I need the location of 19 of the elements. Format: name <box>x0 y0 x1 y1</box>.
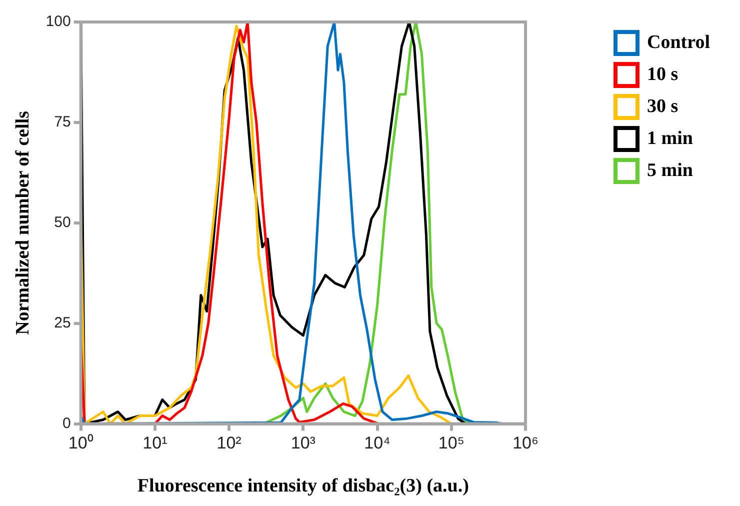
legend-label: 5 min <box>647 160 694 181</box>
x-tick-label: 10¹ <box>142 434 168 453</box>
y-tick-label: 25 <box>54 314 71 332</box>
x-tick-label: 10⁵ <box>438 434 464 453</box>
legend-label: 10 s <box>647 64 678 85</box>
legend-label: 1 min <box>647 128 694 149</box>
y-tick-label: 75 <box>54 114 71 131</box>
x-tick-label: 10⁴ <box>364 434 390 453</box>
y-tick-label: 0 <box>62 414 71 432</box>
x-tick-label: 10⁰ <box>68 434 94 453</box>
x-tick-label: 10³ <box>290 434 316 453</box>
x-tick-label: 10⁶ <box>512 434 538 453</box>
y-tick-label: 100 <box>46 13 71 30</box>
x-axis-title: Fluorescence intensity of disbac₂(3) (a.u.) <box>137 476 469 497</box>
legend-label: Control <box>647 32 710 53</box>
y-tick-label: 50 <box>54 214 71 232</box>
x-tick-label: 10² <box>216 434 242 453</box>
y-axis-title: Normalized number of cells <box>12 110 34 335</box>
legend-label: 30 s <box>647 96 678 117</box>
